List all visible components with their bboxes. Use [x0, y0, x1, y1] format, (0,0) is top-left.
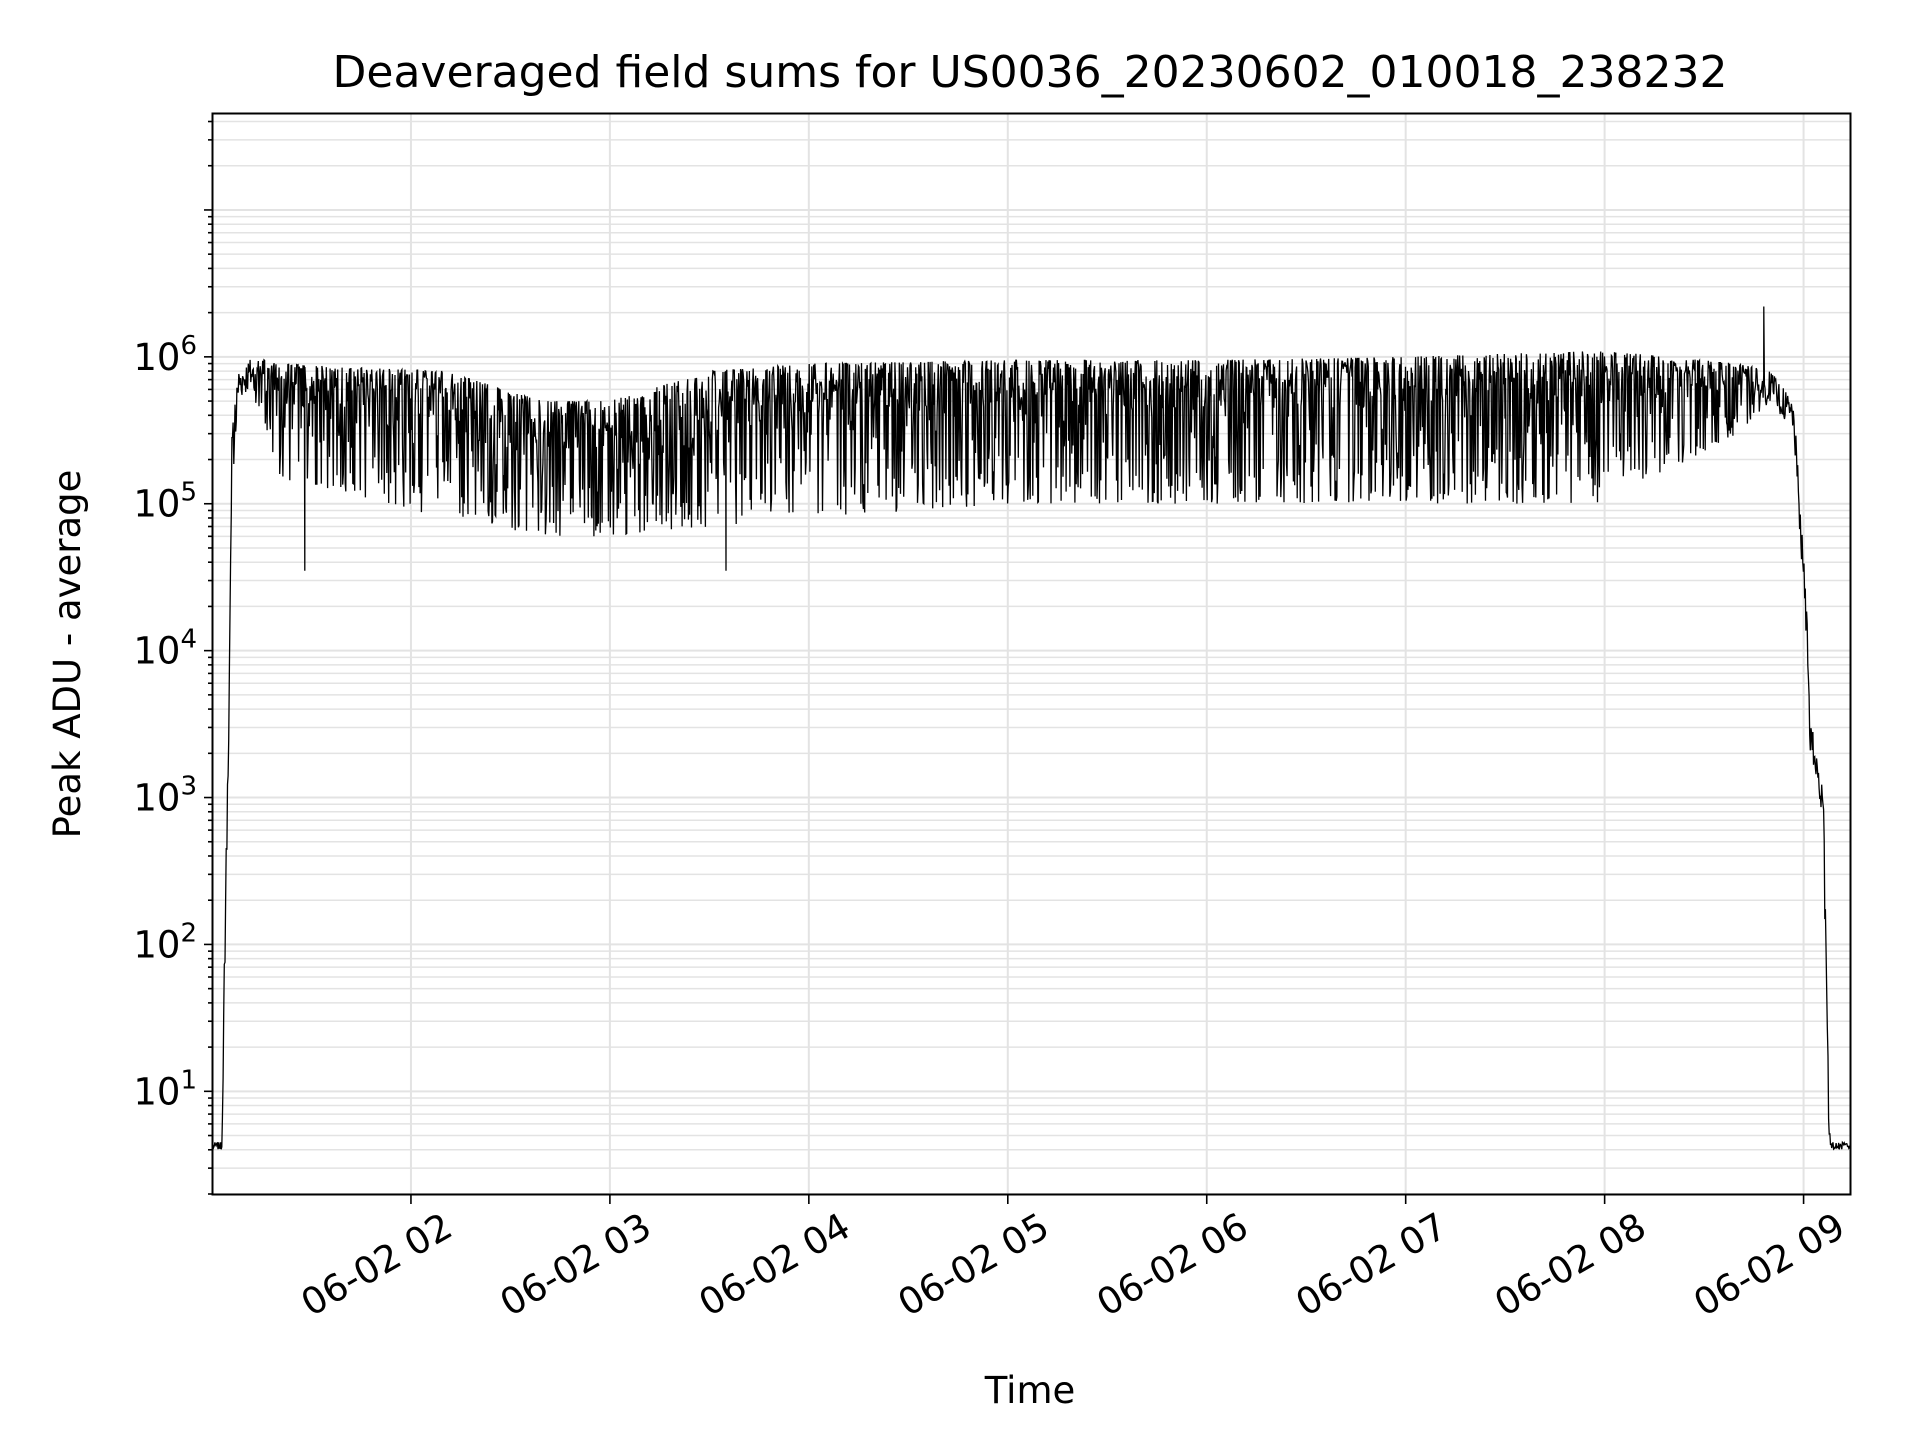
series-line	[212, 306, 1851, 1151]
x-tick-label: 06-02 04	[692, 1205, 858, 1325]
y-tick-label: 106	[133, 331, 197, 379]
x-axis-ticks: 06-02 02 06-02 03 06-02 04 06-02 05 06-02 06…	[294, 1194, 1852, 1325]
y-tick-label: 101	[133, 1065, 197, 1113]
y-tick-label: 104	[133, 625, 197, 673]
x-tick-label: 06-02 07	[1289, 1205, 1455, 1325]
y-axis-ticks: 101 102 103 104 105 106	[133, 120, 213, 1195]
x-tick-label: 06-02 03	[493, 1205, 659, 1325]
y-tick-label: 103	[133, 772, 197, 820]
y-tick-label: 105	[133, 478, 197, 526]
chart-title: Deaveraged field sums for US0036_2023060…	[333, 47, 1728, 98]
data-series	[212, 306, 1851, 1151]
y-tick-label: 102	[133, 918, 197, 966]
x-tick-label: 06-02 09	[1687, 1205, 1853, 1325]
x-tick-label: 06-02 06	[1090, 1205, 1256, 1325]
x-axis-label: Time	[984, 1369, 1076, 1412]
x-tick-label: 06-02 08	[1488, 1205, 1654, 1325]
grid-lines	[213, 114, 1850, 1195]
x-tick-label: 06-02 05	[891, 1205, 1057, 1325]
plot-frame	[211, 112, 1852, 1196]
y-axis-label: Peak ADU - average	[46, 470, 89, 839]
x-tick-label: 06-02 02	[294, 1205, 460, 1325]
